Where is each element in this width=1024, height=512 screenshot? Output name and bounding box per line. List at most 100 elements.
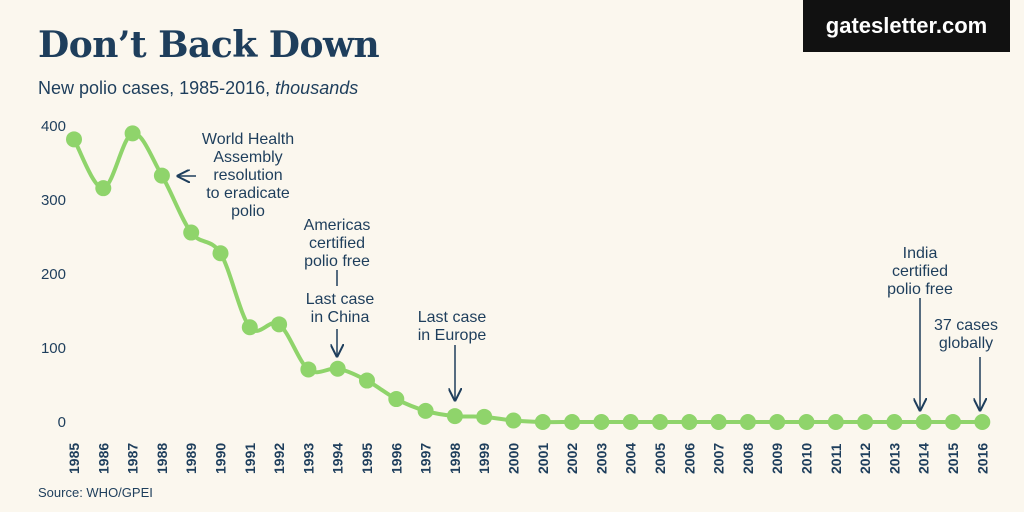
x-tick-label: 1986 (95, 443, 111, 474)
x-tick-label: 1995 (359, 443, 375, 474)
data-point (652, 414, 668, 430)
annotation-line: certified (892, 263, 948, 280)
data-point (329, 360, 346, 377)
x-tick-label: 1999 (476, 443, 492, 474)
annotation-label: World Health Assembly resolution to eradica… (202, 131, 294, 220)
x-tick-label: 2015 (945, 443, 961, 474)
data-point (66, 131, 82, 148)
data-point (622, 414, 639, 430)
annotation-label: Last case in China (306, 291, 375, 326)
x-tick-label: 2013 (886, 443, 902, 474)
data-point (769, 414, 786, 430)
data-point (124, 125, 141, 142)
annotation-line: 37 cases (934, 317, 998, 334)
annotation-line: polio free (304, 253, 370, 270)
data-point (710, 414, 727, 430)
annotation-line: to eradicate (206, 185, 290, 202)
data-point (593, 414, 610, 430)
x-tick-label: 2000 (506, 443, 522, 474)
x-tick-label: 2012 (857, 443, 873, 474)
x-tick-label: 2007 (711, 443, 727, 474)
x-tick-label: 2004 (623, 443, 639, 474)
x-tick-label: 1996 (388, 443, 404, 474)
x-tick-label: 2005 (652, 443, 668, 474)
data-point (300, 361, 317, 378)
x-tick-label: 1988 (154, 443, 170, 474)
data-point (739, 414, 756, 430)
annotation-line: Americas (304, 217, 371, 234)
data-point (212, 245, 229, 262)
y-tick-label: 200 (41, 266, 66, 283)
annotation-label: Last case in Europe (418, 309, 487, 344)
chart-title: Don’t Back Down (38, 24, 380, 66)
data-point (827, 414, 844, 430)
data-point (183, 224, 200, 241)
data-point (388, 391, 405, 408)
x-tick-label: 2014 (916, 443, 932, 474)
x-tick-label: 1994 (330, 443, 346, 474)
data-point (241, 319, 258, 336)
x-tick-label: 1985 (66, 443, 82, 474)
data-points (66, 125, 991, 430)
brand-badge[interactable]: gatesletter.com (803, 0, 1010, 52)
x-tick-label: 2010 (799, 443, 815, 474)
x-tick-label: 2001 (535, 443, 551, 474)
x-tick-label: 2002 (564, 443, 580, 474)
x-tick-label: 2016 (974, 443, 990, 474)
x-tick-label: 2009 (769, 443, 785, 474)
data-point (417, 402, 434, 419)
annotation-line: polio free (887, 281, 953, 298)
annotation-line: certified (309, 235, 365, 252)
x-tick-label: 1990 (213, 443, 229, 474)
annotation-line: India (903, 245, 938, 262)
series-line (72, 131, 983, 425)
data-point (359, 372, 375, 389)
x-tick-label: 2008 (740, 443, 756, 474)
data-point (915, 414, 932, 430)
data-point (681, 414, 698, 430)
subtitle-text: New polio cases, 1985-2016, (38, 78, 276, 98)
annotation-line: Last case (306, 291, 375, 308)
chart-subtitle: New polio cases, 1985-2016, thousands (38, 78, 358, 99)
annotation-line: in Europe (418, 327, 487, 344)
annotation-label: India certified polio free (887, 245, 953, 298)
y-tick-label: 400 (41, 118, 66, 135)
annotation-line: Last case (418, 309, 487, 326)
annotation-line: World Health (202, 131, 294, 148)
x-axis: 1985 1986 1987 1988 1989 1990 1991 1992 1993 1994… (66, 443, 990, 474)
data-point (886, 414, 903, 430)
data-point (564, 414, 581, 430)
y-tick-label: 300 (41, 192, 66, 209)
x-tick-label: 2006 (681, 443, 697, 474)
annotation-label: 37 cases globally (934, 317, 998, 352)
x-tick-label: 1998 (447, 443, 463, 474)
data-point (476, 408, 493, 425)
y-tick-label: 0 (58, 414, 66, 431)
annotation-line: polio (231, 203, 265, 220)
y-axis: 0 100 200 300 400 (41, 118, 66, 431)
x-tick-label: 1992 (271, 443, 287, 474)
x-tick-label: 2003 (593, 443, 609, 474)
data-point (271, 316, 288, 333)
annotation-line: in China (311, 309, 370, 326)
x-tick-label: 2011 (828, 443, 844, 474)
x-tick-label: 1997 (418, 443, 434, 474)
annotations: World Health Assembly resolution to eradica… (178, 131, 998, 410)
data-point (945, 414, 961, 430)
x-tick-label: 1993 (300, 443, 316, 474)
data-point (534, 414, 551, 430)
source-note: Source: WHO/GPEI (38, 485, 153, 500)
data-point (857, 414, 874, 430)
x-tick-label: 1989 (183, 443, 199, 474)
x-tick-label: 1987 (125, 443, 141, 474)
x-tick-label: 1991 (242, 443, 258, 474)
data-point (95, 180, 112, 197)
data-point (153, 167, 170, 184)
data-point (446, 408, 463, 425)
data-point (974, 414, 991, 430)
annotation-line: Assembly (213, 149, 282, 166)
annotation-line: resolution (213, 167, 282, 184)
y-tick-label: 100 (41, 340, 66, 357)
subtitle-unit: thousands (275, 78, 359, 98)
